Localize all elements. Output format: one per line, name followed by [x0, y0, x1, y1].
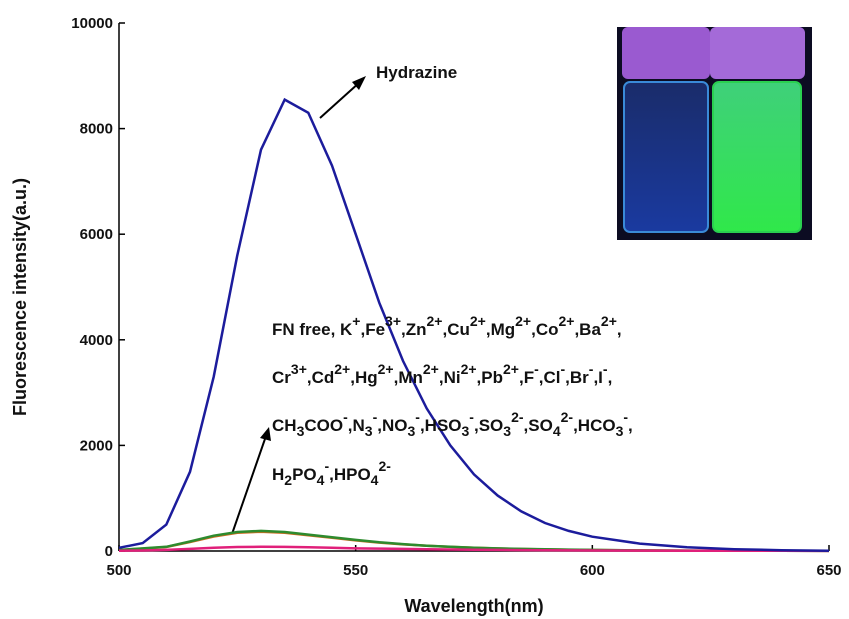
y-tick-label: 10000	[71, 15, 113, 32]
ion-text: ,Cu	[442, 320, 469, 339]
ion-text: 2-	[378, 458, 391, 474]
ion-text: ,NO	[377, 416, 407, 435]
x-tick-label: 550	[343, 562, 368, 579]
ion-text: 2	[284, 472, 292, 488]
ion-text: 2+	[515, 313, 531, 329]
ion-text: 2+	[470, 313, 486, 329]
ion-text: ,Mn	[394, 368, 423, 387]
ion-list-line: Cr3+,Cd2+,Hg2+,Mn2+,Ni2+,Pb2+,F-,Cl-,Br-…	[272, 361, 612, 387]
x-tick-label: 650	[816, 562, 841, 579]
x-tick-label: 500	[106, 562, 131, 579]
ion-text: ,HCO	[573, 416, 616, 435]
y-tick-label: 4000	[80, 332, 113, 349]
ion-text: 3	[407, 423, 415, 439]
ion-text: -	[343, 409, 348, 425]
ion-text: 2+	[558, 313, 574, 329]
ion-text: H	[272, 465, 284, 484]
inset-photo	[617, 27, 812, 240]
ion-text: 2-	[561, 409, 574, 425]
ion-text: ,Br	[565, 368, 589, 387]
ion-text: 2+	[601, 313, 617, 329]
ion-text: ,HPO	[329, 465, 371, 484]
ion-text: ,Ni	[439, 368, 461, 387]
ion-text: ,Co	[531, 320, 558, 339]
ion-text: 2+	[503, 361, 519, 377]
ion-text: 2+	[334, 361, 350, 377]
y-tick-label: 2000	[80, 437, 113, 454]
ion-text: +	[352, 313, 360, 329]
annotation-arrows	[231, 76, 366, 535]
y-tick-label: 8000	[80, 121, 113, 138]
ion-text: ,	[617, 320, 622, 339]
ion-text: ,Fe	[360, 320, 385, 339]
ion-text: ,HSO	[420, 416, 462, 435]
ion-text: ,Hg	[350, 368, 377, 387]
ion-text: ,	[608, 368, 613, 387]
ion-text: ,N	[348, 416, 365, 435]
ion-text: CH	[272, 416, 297, 435]
ion-text: 3+	[291, 361, 307, 377]
ion-text: PO	[292, 465, 317, 484]
ion-text: ,Zn	[401, 320, 427, 339]
y-tick-label: 0	[105, 543, 113, 560]
ion-text: 4	[317, 472, 325, 488]
ion-text: -	[415, 409, 420, 425]
ion-text: -	[560, 361, 565, 377]
x-axis-label: Wavelength(nm)	[404, 596, 543, 616]
series-line	[118, 545, 830, 553]
ion-text: -	[373, 409, 378, 425]
ion-text: 2+	[378, 361, 394, 377]
ion-text: -	[534, 361, 539, 377]
ion-text: ,SO	[524, 416, 553, 435]
x-tick-label: 600	[580, 562, 605, 579]
ion-list-line: H2PO4-,HPO42-	[272, 458, 391, 488]
ion-list-line: FN free, K+,Fe3+,Zn2+,Cu2+,Mg2+,Co2+,Ba2…	[272, 313, 622, 339]
ion-text: 3	[616, 423, 624, 439]
y-axis-label: Fluorescence intensity(a.u.)	[10, 178, 30, 416]
ion-text: ,SO	[474, 416, 503, 435]
series-annotation: Hydrazine	[376, 63, 457, 82]
ion-text: -	[603, 361, 608, 377]
y-tick-label: 6000	[80, 226, 113, 243]
ion-text: ,Mg	[486, 320, 515, 339]
ion-list-line: CH3COO-,N3-,NO3-,HSO3-,SO32-,SO42-,HCO3-…	[272, 409, 633, 439]
ion-text: 3+	[385, 313, 401, 329]
ion-text: ,Ba	[574, 320, 601, 339]
ion-text: 4	[371, 472, 379, 488]
ion-text: 2+	[461, 361, 477, 377]
ion-text: ,I	[593, 368, 602, 387]
ion-text: -	[469, 409, 474, 425]
ion-text: Cr	[272, 368, 291, 387]
ion-text: FN free, K	[272, 320, 353, 339]
ion-text: 3	[503, 423, 511, 439]
ion-text: ,Cl	[539, 368, 561, 387]
ion-text: 4	[553, 423, 561, 439]
ion-text: 2-	[511, 409, 524, 425]
ion-text: 3	[365, 423, 373, 439]
ion-text: ,F	[519, 368, 534, 387]
ion-text: -	[589, 361, 594, 377]
ion-text: COO	[304, 416, 343, 435]
ion-text: ,Cd	[307, 368, 334, 387]
ion-text: ,Pb	[477, 368, 503, 387]
series-line	[118, 97, 830, 552]
ion-text: 2+	[427, 313, 443, 329]
ion-text: 2+	[423, 361, 439, 377]
ion-text: 3	[297, 423, 305, 439]
ion-text: -	[623, 409, 628, 425]
ion-text: ,	[628, 416, 633, 435]
ion-text: 3	[462, 423, 470, 439]
ion-text: -	[324, 458, 329, 474]
